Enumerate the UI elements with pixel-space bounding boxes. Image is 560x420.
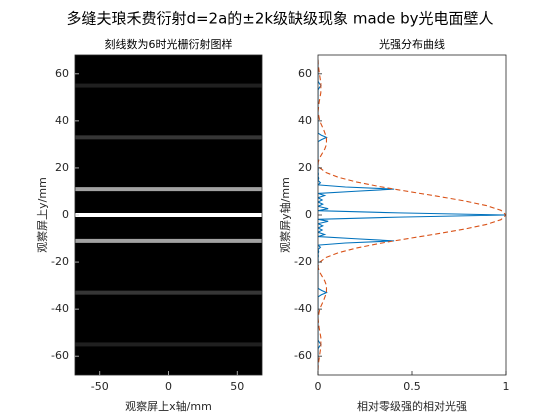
axes-title: 光强分布曲线 — [379, 37, 445, 51]
y-tick-label: 40 — [55, 114, 69, 127]
plot-area — [75, 55, 262, 375]
y-tick-label: -60 — [51, 349, 69, 362]
axes-box — [317, 54, 507, 376]
fringe — [75, 238, 262, 243]
fringe — [75, 135, 262, 140]
fringe — [75, 83, 262, 88]
y-axis-label: 观察屏y轴/mm — [278, 177, 292, 253]
x-axis-label: 观察屏上x轴/mm — [125, 399, 212, 413]
x-tick-label: 0.5 — [403, 380, 421, 393]
curve — [318, 59, 506, 371]
y-tick-label: 20 — [298, 161, 312, 174]
y-tick-label: 0 — [305, 208, 312, 221]
y-tick-label: -40 — [51, 302, 69, 315]
y-tick-label: -40 — [294, 302, 312, 315]
x-axis-label: 相对零级强的相对光强 — [357, 399, 467, 413]
fringe — [75, 290, 262, 295]
y-tick-label: -60 — [294, 349, 312, 362]
axes-title: 刻线数为6时光栅衍射图样 — [105, 37, 233, 51]
y-tick-label: 20 — [55, 161, 69, 174]
x-tick-label: 1 — [503, 380, 510, 393]
x-tick-label: 0 — [165, 380, 172, 393]
y-tick-label: 0 — [62, 208, 69, 221]
y-axis-label: 观察屏上y/mm — [35, 177, 49, 253]
x-tick-label: -50 — [91, 380, 109, 393]
x-tick-label: 0 — [315, 380, 322, 393]
fringe — [75, 187, 262, 192]
curve — [318, 59, 506, 371]
y-tick-label: 40 — [298, 114, 312, 127]
figure-title: 多缝夫琅禾费衍射d=2a的±2k级缺级现象 made by光电面壁人 — [66, 10, 493, 28]
x-tick-label: 50 — [230, 380, 244, 393]
y-tick-label: -20 — [51, 255, 69, 268]
y-tick-label: 60 — [55, 67, 69, 80]
y-tick-label: 60 — [298, 67, 312, 80]
plot-area — [318, 59, 506, 371]
fringe — [75, 342, 262, 347]
fringe — [75, 213, 262, 217]
y-tick-label: -20 — [294, 255, 312, 268]
